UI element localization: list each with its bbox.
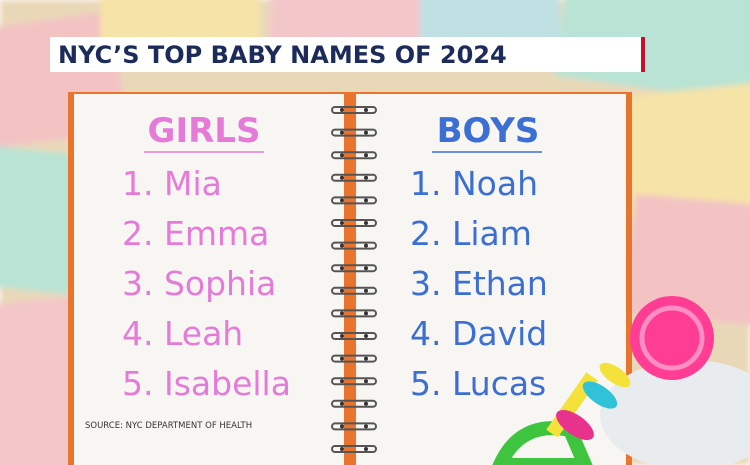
girls-heading: GIRLS bbox=[148, 111, 261, 151]
spiral-hole bbox=[364, 108, 368, 112]
spiral-ring bbox=[331, 309, 377, 318]
spiral-hole bbox=[364, 175, 368, 180]
spiral-hole bbox=[340, 379, 344, 384]
spiral-hole bbox=[364, 447, 368, 451]
spiral-hole bbox=[340, 198, 344, 203]
spiral-hole bbox=[340, 288, 344, 293]
spiral-ring bbox=[331, 196, 377, 205]
spiral-hole bbox=[340, 424, 344, 429]
spiral-hole bbox=[340, 356, 344, 361]
spiral-hole bbox=[364, 379, 368, 384]
title: NYC’S TOP BABY NAMES OF 2024 bbox=[58, 41, 507, 69]
spiral-hole bbox=[340, 130, 344, 135]
spiral-ring bbox=[331, 445, 377, 453]
name-lists: 1. Mia 2. Emma 3. Sophia 4. Leah 5. Isabella… bbox=[122, 164, 548, 403]
spiral-ring bbox=[331, 173, 377, 182]
spiral-hole bbox=[364, 243, 368, 248]
spiral-ring bbox=[331, 354, 377, 363]
spiral-hole bbox=[364, 153, 368, 158]
spiral-ring bbox=[331, 106, 377, 114]
spiral-hole bbox=[340, 153, 344, 158]
girl-name: 1. Mia bbox=[122, 164, 222, 203]
spiral-ring bbox=[331, 422, 377, 431]
spiral-hole bbox=[340, 266, 344, 271]
spiral-hole bbox=[340, 311, 344, 316]
spiral-hole bbox=[364, 401, 368, 406]
girl-name: 3. Sophia bbox=[122, 264, 276, 303]
title-accent bbox=[641, 37, 645, 72]
spiral-ring bbox=[331, 264, 377, 273]
boy-name: 3. Ethan bbox=[410, 264, 548, 303]
rattle bbox=[492, 296, 750, 465]
title-bar bbox=[50, 37, 644, 72]
boy-name: 2. Liam bbox=[410, 214, 532, 253]
spiral-ring bbox=[331, 241, 377, 250]
boy-name: 1. Noah bbox=[410, 164, 538, 203]
spiral-hole bbox=[340, 175, 344, 180]
spiral-ring bbox=[331, 128, 377, 137]
spiral-hole bbox=[340, 243, 344, 248]
source: SOURCE: NYC DEPARTMENT OF HEALTH bbox=[85, 421, 252, 431]
spiral-hole bbox=[364, 266, 368, 271]
spiral-hole bbox=[340, 447, 344, 451]
spiral-hole bbox=[364, 221, 368, 225]
left-page bbox=[74, 94, 344, 465]
spiral-ring bbox=[331, 399, 377, 408]
spiral-hole bbox=[364, 198, 368, 203]
boy-name: 5. Lucas bbox=[410, 364, 546, 403]
spiral-ring bbox=[331, 151, 377, 160]
spiral-hole bbox=[364, 424, 368, 429]
spiral-ring bbox=[331, 332, 377, 340]
spiral-ring bbox=[331, 286, 377, 295]
spiral-hole bbox=[364, 334, 368, 338]
boy-name: 4. David bbox=[410, 314, 547, 353]
girl-name: 2. Emma bbox=[122, 214, 269, 253]
spiral-ring bbox=[331, 377, 377, 386]
spiral-hole bbox=[364, 288, 368, 293]
spiral-hole bbox=[340, 108, 344, 112]
spiral-binding bbox=[331, 106, 377, 453]
spiral-hole bbox=[364, 130, 368, 135]
spiral-hole bbox=[364, 356, 368, 361]
spiral-hole bbox=[340, 221, 344, 225]
girl-name: 5. Isabella bbox=[122, 364, 291, 403]
boys-heading: BOYS bbox=[437, 111, 540, 151]
spiral-ring bbox=[331, 219, 377, 227]
spiral-hole bbox=[340, 334, 344, 338]
spiral-hole bbox=[364, 311, 368, 316]
spiral-hole bbox=[340, 401, 344, 406]
girl-name: 4. Leah bbox=[122, 314, 243, 353]
